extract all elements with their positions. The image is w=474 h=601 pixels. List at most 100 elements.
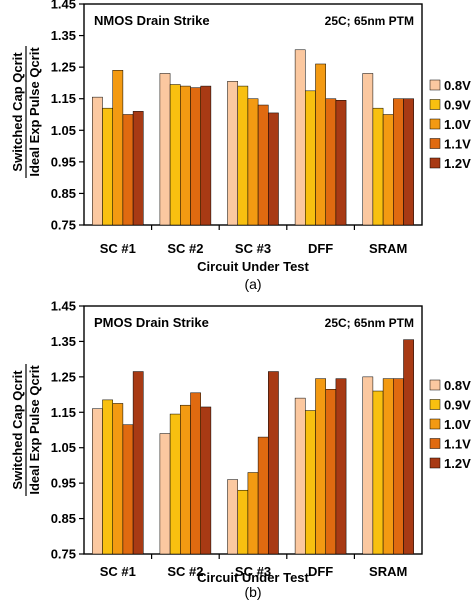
bar-0.8V-SC #2 <box>159 433 171 555</box>
bar-0.9V-SC #2 <box>169 84 181 226</box>
legend-swatch <box>429 157 441 169</box>
bar-0.9V-DFF <box>305 410 316 555</box>
y-tick-label: 1.45 <box>51 0 76 12</box>
y-axis-label: Switched Cap Qcrit Ideal Exp Pulse Qcrit <box>10 46 42 178</box>
bar-1.2V-DFF <box>335 378 347 555</box>
figure-caption: (b) <box>244 584 261 600</box>
chart-panel-1: 0.75 0.85 0.95 1.05 1.15 1.25 1.35 1.45 SC #1 SC … <box>10 0 471 292</box>
bar-1.2V-SC #1 <box>132 111 144 226</box>
category-label: SRAM <box>369 241 407 256</box>
category-label: SC #3 <box>235 241 271 256</box>
bar-1.1V-DFF <box>325 98 337 226</box>
bar-0.9V-DFF <box>305 90 316 226</box>
bar-1.0V-SC #2 <box>180 85 191 226</box>
legend-entry: 0.8V <box>444 378 471 393</box>
legend-swatch <box>429 118 441 130</box>
legend-swatch <box>429 79 441 91</box>
y-tick-label: 1.35 <box>51 28 76 43</box>
chart-title: PMOS Drain Strike <box>94 315 209 330</box>
y-label-denominator: Ideal Exp Pulse Qcrit <box>27 365 42 495</box>
legend-entry: 1.0V <box>444 417 471 432</box>
category-label: SC #1 <box>100 564 136 579</box>
bar-1.1V-SRAM <box>393 98 404 226</box>
chart-panel-2: 0.75 0.85 0.95 1.05 1.15 1.25 1.35 1.45 SC #1 SC … <box>10 299 471 601</box>
legend-swatch <box>429 438 441 449</box>
bar-0.8V-DFF <box>294 397 306 555</box>
category-label: SC #3 <box>235 564 271 579</box>
bar-1.2V-SRAM <box>403 98 414 226</box>
y-tick-label: 1.15 <box>51 91 76 106</box>
bar-1.0V-SRAM <box>382 114 394 226</box>
bar-1.2V-SC #2 <box>200 85 212 226</box>
bar-0.9V-SRAM <box>372 107 384 226</box>
bar-1.2V-SC #2 <box>200 406 212 555</box>
bar-0.8V-SC #1 <box>92 96 103 226</box>
y-tick-label: 1.25 <box>51 369 76 384</box>
bar-1.1V-SC #1 <box>122 424 134 555</box>
legend-entry: 1.2V <box>444 456 471 471</box>
bar-1.0V-SC #3 <box>247 98 259 226</box>
chart-subtitle: 25C; 65nm PTM <box>325 316 414 330</box>
bar-1.0V-SRAM <box>382 378 394 555</box>
y-label-denominator: Ideal Exp Pulse Qcrit <box>27 47 42 177</box>
bar-1.1V-SC #1 <box>122 114 134 226</box>
y-tick-label: 0.75 <box>51 218 76 233</box>
bar-1.0V-SC #2 <box>180 404 191 555</box>
category-label: SC #2 <box>167 564 203 579</box>
legend-swatch <box>429 379 441 391</box>
bar-1.1V-SC #2 <box>190 87 201 226</box>
legend-entry: 0.9V <box>444 398 471 413</box>
bar-0.9V-SC #3 <box>237 489 249 555</box>
category-label: SRAM <box>369 564 407 579</box>
bar-0.8V-SC #2 <box>159 73 171 226</box>
bar-1.1V-SC #2 <box>190 392 201 555</box>
bar-1.2V-DFF <box>335 100 347 226</box>
legend-entry: 0.9V <box>444 98 471 113</box>
x-axis-label: Circuit Under Test <box>197 259 309 274</box>
y-tick-label: 1.05 <box>51 440 76 455</box>
y-tick-label: 1.05 <box>51 123 76 138</box>
y-label-numerator: Switched Cap Qcrit <box>10 52 25 172</box>
y-tick-label: 1.35 <box>51 334 76 349</box>
bar-0.9V-SC #3 <box>237 85 249 226</box>
y-tick-label: 0.95 <box>51 476 76 491</box>
bar-1.0V-SC #1 <box>112 403 124 555</box>
y-tick-label: 0.85 <box>51 186 76 201</box>
bar-0.8V-SRAM <box>362 73 374 226</box>
legend-entry: 1.0V <box>444 117 471 132</box>
bar-0.8V-SC #1 <box>92 408 103 555</box>
y-axis-label: Switched Cap Qcrit Ideal Exp Pulse Qcrit <box>10 364 42 496</box>
figure-caption: (a) <box>244 276 261 292</box>
y-tick-label: 0.95 <box>51 154 76 169</box>
legend-entry: 1.2V <box>444 156 471 171</box>
legend-entry: 1.1V <box>444 137 471 152</box>
bar-0.9V-SRAM <box>372 390 384 555</box>
category-label: DFF <box>308 241 333 256</box>
legend-swatch <box>429 399 441 410</box>
bar-1.1V-SC #3 <box>257 436 269 555</box>
bar-0.8V-SC #3 <box>227 479 238 555</box>
bar-0.8V-DFF <box>294 49 306 226</box>
y-tick-label: 1.25 <box>51 60 76 75</box>
bar-0.8V-SC #3 <box>227 81 238 226</box>
category-label: SC #2 <box>167 241 203 256</box>
y-tick-label: 0.75 <box>51 547 76 562</box>
y-tick-label: 1.45 <box>51 299 76 314</box>
bar-1.0V-SC #1 <box>112 70 124 226</box>
category-label: DFF <box>308 564 333 579</box>
bar-0.9V-SC #1 <box>102 107 113 226</box>
bar-1.1V-DFF <box>325 389 337 555</box>
chart-title: NMOS Drain Strike <box>94 13 210 28</box>
y-tick-label: 0.85 <box>51 511 76 526</box>
y-label-numerator: Switched Cap Qcrit <box>10 370 25 490</box>
bar-0.9V-SC #2 <box>169 413 181 555</box>
bar-0.8V-SRAM <box>362 376 374 555</box>
bar-1.0V-DFF <box>315 63 326 226</box>
bar-0.9V-SC #1 <box>102 399 113 555</box>
bar-1.2V-SC #3 <box>268 112 279 226</box>
bar-1.2V-SRAM <box>403 339 414 555</box>
category-label: SC #1 <box>100 241 136 256</box>
legend-swatch <box>429 99 441 110</box>
legend-entry: 0.8V <box>444 78 471 93</box>
